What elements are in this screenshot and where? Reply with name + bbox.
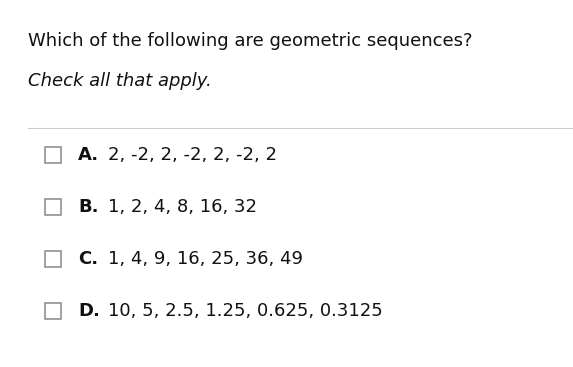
Text: 1, 4, 9, 16, 25, 36, 49: 1, 4, 9, 16, 25, 36, 49 <box>108 250 303 268</box>
Bar <box>45 251 61 267</box>
Text: A.: A. <box>78 146 99 164</box>
Bar <box>45 303 61 319</box>
Bar <box>45 147 61 163</box>
Text: C.: C. <box>78 250 98 268</box>
Text: 2, -2, 2, -2, 2, -2, 2: 2, -2, 2, -2, 2, -2, 2 <box>108 146 277 164</box>
Text: 1, 2, 4, 8, 16, 32: 1, 2, 4, 8, 16, 32 <box>108 198 257 216</box>
Text: Check all that apply.: Check all that apply. <box>28 72 212 90</box>
Text: B.: B. <box>78 198 99 216</box>
Bar <box>45 199 61 215</box>
Text: 10, 5, 2.5, 1.25, 0.625, 0.3125: 10, 5, 2.5, 1.25, 0.625, 0.3125 <box>108 302 383 320</box>
Text: Which of the following are geometric sequences?: Which of the following are geometric seq… <box>28 32 473 50</box>
Text: D.: D. <box>78 302 100 320</box>
